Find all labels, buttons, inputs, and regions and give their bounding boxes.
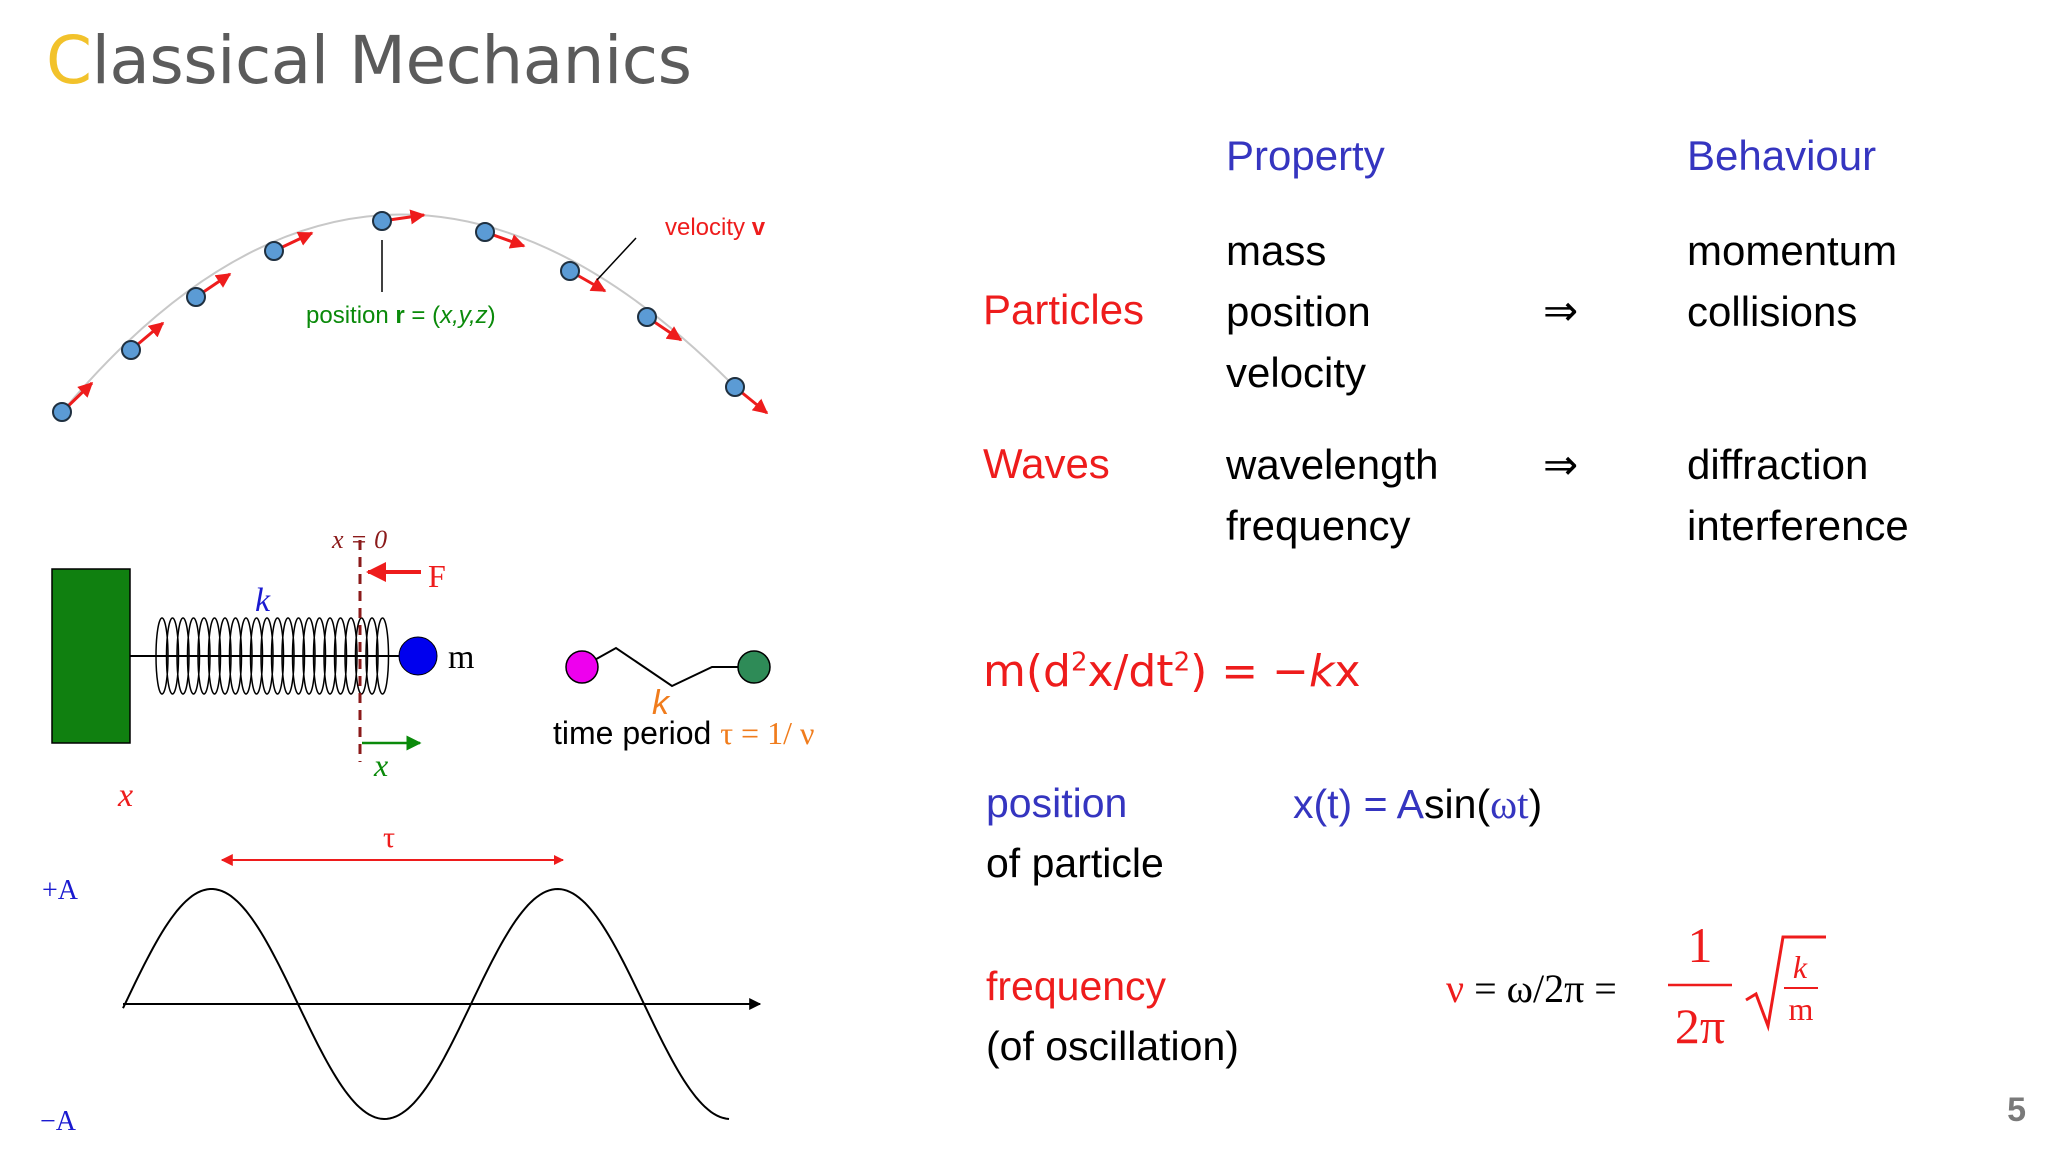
property-item: wavelength (1226, 441, 1439, 488)
spring-loop (270, 617, 285, 695)
behaviour-item: interference (1687, 502, 1909, 549)
x-zero-label: x = 0 (331, 525, 387, 554)
spring-loop (207, 617, 222, 695)
spring-loop (228, 617, 243, 695)
molecule-bond (581, 646, 754, 688)
spring-loop (281, 617, 295, 695)
spring-loop (165, 617, 180, 695)
amplitude-plus-label: +A (42, 875, 79, 906)
atom-left (565, 650, 599, 684)
frequency-equation: ν = ω/2π = (1446, 966, 1617, 1011)
spring-loop (302, 617, 316, 695)
title-first-letter: C (46, 22, 92, 99)
particle-dots (52, 211, 745, 422)
slide-title: Classical Mechanics (46, 22, 692, 99)
implies-arrow-waves: ⇒ (1543, 441, 1579, 488)
frequency-subtitle: (of oscillation) (986, 1023, 1239, 1069)
spring-loop (375, 617, 390, 695)
spring-loop (333, 617, 348, 695)
amplitude-minus-label: −A (40, 1106, 77, 1137)
equation-of-motion: m(d2x/dt2) = −kx (983, 646, 1361, 697)
slide-number: 5 (2007, 1091, 2026, 1129)
spring-loop (186, 617, 201, 695)
behaviour-item: diffraction (1687, 441, 1869, 488)
velocity-label: velocity v (665, 214, 766, 241)
velocity-pointer (596, 237, 637, 281)
property-item: position (1226, 288, 1371, 335)
wall-block (51, 568, 131, 744)
molecule-diagram: k time period τ = 1/ ν (553, 646, 814, 751)
spring-loop (291, 617, 306, 695)
spring-constant-label: k (255, 582, 271, 619)
header-property: Property (1226, 132, 1385, 179)
mass-ball (398, 636, 438, 676)
displacement-label: x (373, 747, 388, 783)
frequency-title: frequency (986, 963, 1167, 1009)
atom-right (737, 650, 771, 684)
spring-loop (260, 617, 274, 695)
time-period-label: time period τ = 1/ ν (553, 715, 814, 751)
spring-loop (249, 617, 264, 695)
force-label: F (428, 558, 446, 594)
spring-loop (312, 617, 327, 695)
spring-loop (176, 617, 190, 695)
bond-k-label: k (652, 684, 671, 722)
implies-arrow-particles: ⇒ (1543, 287, 1579, 334)
spring-loop (365, 617, 379, 695)
sine-curve (122, 887, 730, 1121)
sine-wave-diagram: τ +A −A (40, 821, 762, 1137)
row-label-waves: Waves (983, 440, 1110, 487)
position-equation: x(t) = Asin(ωt) (1293, 781, 1543, 827)
property-item: frequency (1226, 502, 1411, 549)
property-item: mass (1226, 227, 1327, 274)
spring-coil (155, 617, 390, 695)
x-axis-label: x (117, 777, 133, 814)
spring-loop (323, 617, 337, 695)
particle-properties: mass position velocity (1226, 220, 1371, 403)
position-label: position r = (x,y,z) (306, 302, 496, 329)
position-subtitle: of particle (986, 840, 1164, 886)
wave-properties: wavelength frequency (1226, 434, 1438, 556)
spring-loop (239, 617, 253, 695)
spring-loop (155, 617, 169, 695)
spring-loop (197, 617, 211, 695)
property-item: velocity (1226, 349, 1367, 396)
trajectory-diagram: velocity v position r = (x,y,z) (52, 209, 769, 422)
behaviour-item: momentum (1687, 227, 1898, 274)
header-behaviour: Behaviour (1687, 132, 1877, 179)
title-rest: lassical Mechanics (91, 22, 692, 99)
wave-behaviours: diffraction interference (1687, 434, 1909, 556)
period-label: τ (383, 821, 395, 854)
position-title: position (986, 780, 1128, 826)
mass-label: m (448, 639, 474, 676)
behaviour-item: collisions (1687, 288, 1858, 335)
row-label-particles: Particles (983, 286, 1145, 333)
spring-loop (344, 617, 358, 695)
particle-behaviours: momentum collisions (1687, 220, 1897, 342)
spring-mass-diagram: x = 0 F k m x x (51, 525, 474, 814)
trajectory-path (61, 213, 736, 413)
spring-loop (218, 617, 232, 695)
